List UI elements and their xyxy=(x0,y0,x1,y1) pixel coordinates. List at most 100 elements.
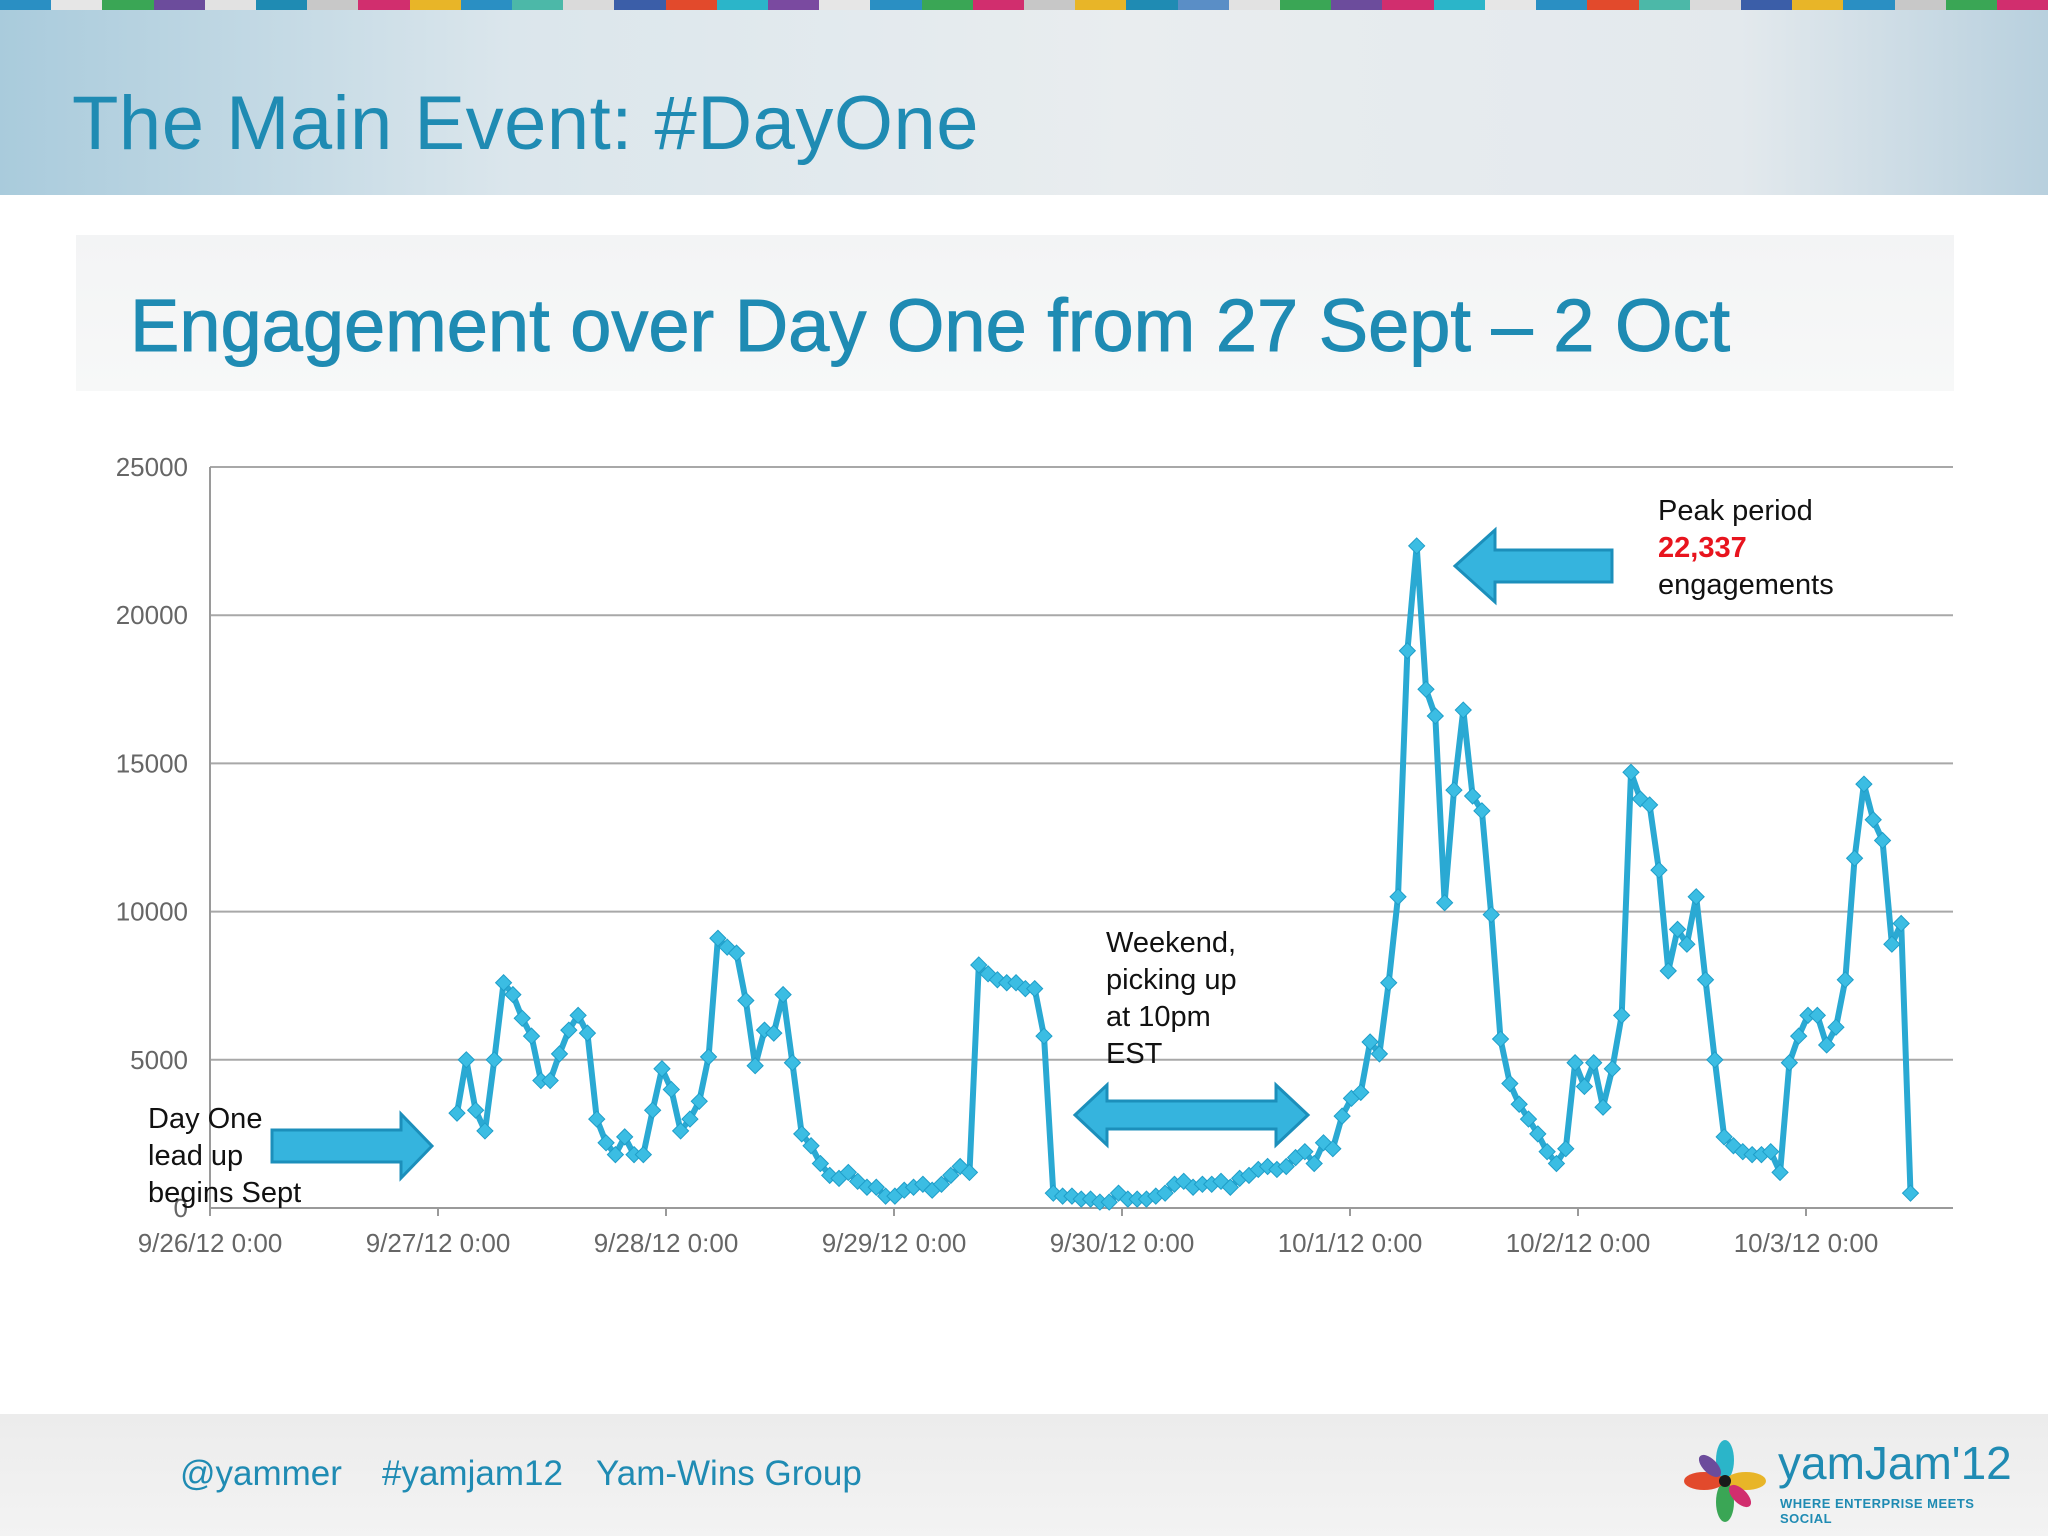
stripe-segment xyxy=(614,0,666,10)
data-point-marker xyxy=(839,1163,858,1182)
stripe-segment xyxy=(1484,0,1537,10)
data-point-marker xyxy=(485,1051,503,1069)
stripe-segment xyxy=(972,0,1025,10)
y-tick-label: 5000 xyxy=(130,1045,188,1075)
data-point-marker xyxy=(1603,1059,1622,1078)
data-point-marker xyxy=(1435,894,1454,912)
data-point-marker xyxy=(970,956,988,974)
stripe-segment xyxy=(1945,0,1997,10)
stripe-segment xyxy=(768,0,820,10)
data-point-marker xyxy=(1678,935,1696,953)
data-point-marker xyxy=(1277,1157,1295,1176)
stripe-segment xyxy=(409,0,461,10)
slide-footer: @yammer #yamjam12 Yam-Wins Group yamJam'… xyxy=(0,1414,2048,1536)
weekend-arrow-icon xyxy=(1072,1081,1311,1149)
x-tick-label: 9/26/12 0:00 xyxy=(138,1228,283,1258)
x-tick-label: 9/29/12 0:00 xyxy=(822,1228,967,1258)
stripe-segment xyxy=(1228,0,1281,10)
data-point-marker xyxy=(541,1071,559,1090)
y-tick-label: 0 xyxy=(174,1193,188,1223)
x-tick-label: 9/27/12 0:00 xyxy=(366,1228,511,1258)
data-point-marker xyxy=(1044,1184,1063,1202)
dayone-annotation-line: begins Sept xyxy=(148,1177,301,1209)
data-point-marker xyxy=(466,1101,485,1119)
data-point-marker xyxy=(820,1166,839,1185)
stripe-segment xyxy=(921,0,973,10)
data-point-marker xyxy=(569,1006,587,1025)
peak-annotation-value: 22,337 xyxy=(1658,532,1747,564)
data-point-marker xyxy=(1305,1154,1323,1173)
data-point-marker xyxy=(1482,905,1500,924)
x-tick-label: 10/2/12 0:00 xyxy=(1506,1228,1651,1258)
stripe-segment xyxy=(204,0,257,10)
data-point-marker xyxy=(1771,1163,1789,1182)
chart-title-band: Engagement over Day One from 27 Sept – 2… xyxy=(76,235,1954,391)
data-point-marker xyxy=(1109,1184,1128,1202)
y-tick-label: 25000 xyxy=(116,452,188,482)
footer-hashtag: #yamjam12 xyxy=(382,1454,563,1493)
data-point-marker xyxy=(1519,1110,1538,1128)
stripe-segment xyxy=(716,0,769,10)
data-point-marker xyxy=(1491,1030,1510,1048)
data-point-marker xyxy=(1883,935,1901,953)
stripe-segment xyxy=(153,0,205,10)
stripe-segment xyxy=(1792,0,1844,10)
data-point-marker xyxy=(1855,775,1873,793)
y-tick-label: 15000 xyxy=(116,748,188,778)
data-point-marker xyxy=(522,1027,541,1045)
stripe-segment xyxy=(819,0,871,10)
data-point-marker xyxy=(1789,1027,1808,1045)
stripe-segment xyxy=(358,0,410,10)
data-point-marker xyxy=(1836,971,1854,989)
footer-handle: @yammer xyxy=(180,1454,342,1493)
data-point-marker xyxy=(718,938,736,956)
data-point-marker xyxy=(1370,1045,1389,1063)
data-point-marker xyxy=(1659,962,1677,980)
data-point-marker xyxy=(1892,914,1910,933)
data-point-marker xyxy=(1808,1006,1827,1025)
weekend-annotation-line: picking up xyxy=(1106,964,1237,996)
data-point-marker xyxy=(1724,1137,1743,1155)
footer-group: Yam-Wins Group xyxy=(596,1454,862,1493)
data-point-marker xyxy=(914,1175,932,1193)
data-point-marker xyxy=(1398,642,1417,660)
weekend-annotation-line: EST xyxy=(1106,1038,1163,1070)
peak-annotation-unit: engagements xyxy=(1658,569,1834,601)
weekend-annotation-line: at 10pm xyxy=(1106,1001,1211,1033)
data-point-marker xyxy=(709,929,727,947)
x-tick-label: 10/1/12 0:00 xyxy=(1278,1228,1423,1258)
data-point-marker xyxy=(1687,888,1705,906)
x-tick-label: 9/28/12 0:00 xyxy=(594,1228,739,1258)
data-point-marker xyxy=(1501,1074,1519,1093)
stripe-segment xyxy=(1689,0,1741,10)
data-point-marker xyxy=(1612,1006,1631,1025)
data-point-marker xyxy=(588,1110,606,1128)
data-point-marker xyxy=(1025,979,1044,998)
data-point-marker xyxy=(1333,1107,1351,1125)
data-point-marker xyxy=(597,1134,615,1152)
data-point-marker xyxy=(1650,861,1668,879)
y-tick-label: 10000 xyxy=(116,897,188,927)
data-point-marker xyxy=(1426,707,1445,725)
data-point-marker xyxy=(737,991,755,1010)
data-point-marker xyxy=(1296,1142,1314,1161)
stripe-segment xyxy=(1280,0,1332,10)
data-point-marker xyxy=(1352,1083,1370,1102)
data-point-marker xyxy=(1473,802,1491,820)
stripe-segment xyxy=(563,0,615,10)
data-point-marker xyxy=(550,1045,569,1063)
stripe-segment xyxy=(1587,0,1639,10)
slide-header: The Main Event: #DayOne xyxy=(0,10,2048,195)
data-point-marker xyxy=(1156,1184,1174,1202)
data-point-marker xyxy=(1594,1098,1612,1116)
y-tick-label: 20000 xyxy=(116,600,188,630)
data-point-marker xyxy=(671,1122,690,1140)
stripe-segment xyxy=(1536,0,1588,10)
data-point-marker xyxy=(1575,1077,1594,1096)
data-point-marker xyxy=(1557,1140,1575,1158)
data-point-marker xyxy=(494,974,513,992)
data-point-marker xyxy=(1873,831,1892,850)
data-point-marker xyxy=(513,1009,531,1028)
stripe-segment xyxy=(1894,0,1946,10)
stripe-segment xyxy=(102,0,154,10)
